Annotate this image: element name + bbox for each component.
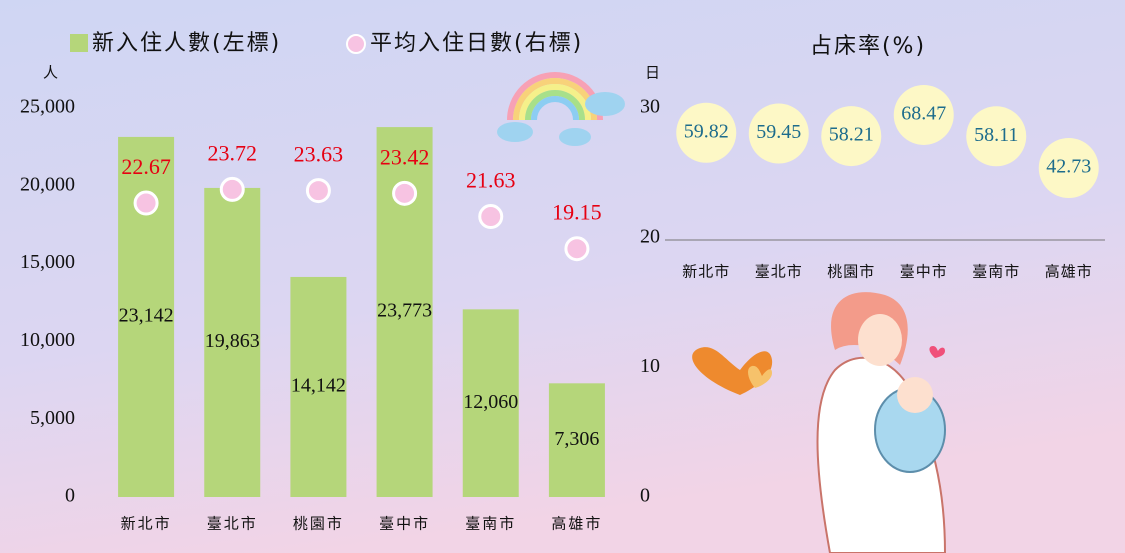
bubble [1038, 137, 1099, 198]
x-tick-label: 新北市 [121, 515, 172, 533]
x-tick-label: 臺南市 [465, 515, 516, 533]
bar-value-label: 7,306 [554, 428, 599, 450]
dot [133, 190, 159, 216]
bubble [748, 103, 809, 164]
dot-value-label: 23.42 [380, 144, 430, 169]
x-tick-label: 高雄市 [551, 515, 602, 533]
dot [305, 178, 331, 204]
clouds [497, 92, 625, 146]
bubble-value-label: 58.21 [829, 124, 874, 146]
y-tick-label: 20,000 [20, 173, 75, 195]
y2-tick-label: 30 [640, 96, 660, 118]
x-tick-label: 高雄市 [1045, 263, 1093, 281]
bubble-value-label: 58.11 [974, 124, 1018, 146]
bar-value-label: 12,060 [463, 391, 518, 413]
chart-title: 占床率(%) [810, 34, 926, 59]
bubble [676, 102, 737, 163]
bar [290, 276, 347, 497]
x-tick-label: 臺中市 [379, 515, 430, 533]
bar [462, 309, 519, 497]
bar [548, 383, 605, 497]
bar-value-label: 23,142 [119, 305, 174, 327]
x-tick-label: 桃園市 [293, 515, 344, 533]
mother-illustration [816, 292, 947, 553]
bar [204, 187, 261, 498]
x-tick-label: 臺北市 [207, 515, 258, 533]
bubble [966, 106, 1027, 167]
dot [478, 204, 504, 230]
x-tick-label: 臺北市 [755, 263, 803, 281]
dot [219, 176, 245, 202]
y-axis-label: 人 [43, 64, 60, 82]
y-tick-label: 10,000 [20, 329, 75, 351]
bubble-value-label: 59.45 [756, 121, 801, 143]
bubble-value-label: 42.73 [1046, 156, 1091, 178]
bar-value-label: 19,863 [205, 330, 260, 352]
bubble [893, 84, 954, 145]
bubble [821, 106, 882, 167]
y-tick-label: 25,000 [20, 96, 75, 118]
y-tick-label: 15,000 [20, 251, 75, 273]
dot-value-label: 22.67 [121, 154, 171, 179]
y-tick-label: 5,000 [30, 407, 75, 429]
y2-tick-label: 20 [640, 225, 660, 247]
y-tick-label: 0 [65, 485, 75, 507]
x-tick-label: 新北市 [682, 263, 730, 281]
dot-value-label: 21.63 [466, 168, 516, 193]
legend-swatch [346, 34, 366, 54]
dot [392, 180, 418, 206]
dot-value-label: 23.72 [208, 140, 258, 165]
bar-value-label: 23,773 [377, 300, 432, 322]
legend-swatch [70, 34, 88, 52]
dot [564, 236, 590, 262]
legend-label: 新入住人數(左標) [92, 31, 281, 56]
x-tick-label: 臺中市 [900, 263, 948, 281]
y2-tick-label: 0 [640, 485, 650, 507]
y2-axis-label: 日 [645, 64, 662, 82]
bar-value-label: 14,142 [291, 375, 346, 397]
hearts [692, 346, 945, 395]
dot-value-label: 23.63 [294, 142, 344, 167]
dot-value-label: 19.15 [552, 200, 602, 225]
x-tick-label: 桃園市 [827, 263, 875, 281]
x-tick-label: 臺南市 [972, 263, 1020, 281]
bubble-value-label: 59.82 [684, 120, 729, 142]
legend-label: 平均入住日數(右標) [370, 31, 583, 56]
y2-tick-label: 10 [640, 355, 660, 377]
bubble-value-label: 68.47 [901, 103, 946, 125]
